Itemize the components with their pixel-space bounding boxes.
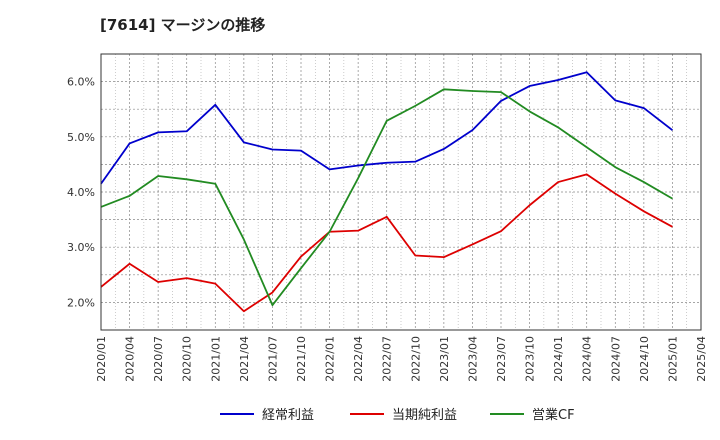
- x-tick-label: 2021/10: [295, 336, 308, 382]
- legend-label: 当期純利益: [392, 408, 457, 423]
- x-tick-label: 2020/10: [181, 336, 194, 382]
- y-axis: 2.0% 3.0% 4.0% 5.0% 6.0%: [67, 76, 95, 310]
- x-tick-label: 2022/07: [381, 336, 394, 382]
- y-tick-label: 3.0%: [67, 241, 95, 254]
- series-lines: [100, 71, 673, 313]
- x-tick-label: 2024/01: [552, 336, 565, 382]
- x-tick-label: 2020/01: [95, 336, 108, 382]
- x-tick-label: 2021/04: [238, 336, 251, 382]
- series-line: [100, 173, 673, 313]
- series-line: [100, 88, 673, 307]
- legend-label: 営業CF: [532, 407, 575, 423]
- x-tick-label: 2023/10: [524, 336, 537, 382]
- x-tick-label: 2022/01: [324, 336, 337, 382]
- y-tick-label: 2.0%: [67, 296, 95, 309]
- plot-border: [100, 53, 702, 331]
- x-tick-label: 2025/01: [666, 336, 679, 382]
- x-tick-label: 2023/01: [438, 336, 451, 382]
- x-tick-label: 2022/10: [409, 336, 422, 382]
- x-tick-label: 2022/04: [352, 336, 365, 382]
- x-tick-label: 2023/07: [495, 336, 508, 382]
- y-tick-label: 5.0%: [67, 131, 95, 144]
- y-tick-label: 6.0%: [67, 76, 95, 89]
- series-line: [100, 71, 673, 185]
- x-tick-label: 2020/04: [124, 336, 137, 382]
- legend-label: 経常利益: [262, 408, 314, 423]
- x-tick-label: 2024/07: [609, 336, 622, 382]
- x-tick-label: 2020/07: [152, 336, 165, 382]
- y-tick-label: 4.0%: [67, 186, 95, 199]
- x-axis: 2020/01 2020/04 2020/07 2020/10 2021/01 2021/…: [95, 336, 708, 382]
- x-tick-label: 2023/04: [466, 336, 479, 382]
- x-tick-label: 2021/07: [266, 336, 279, 382]
- x-tick-label: 2021/01: [209, 336, 222, 382]
- legend: 経常利益 当期純利益 営業CF: [220, 407, 575, 423]
- x-tick-label: 2024/04: [581, 336, 594, 382]
- x-tick-label: 2024/10: [638, 336, 651, 382]
- x-tick-label: 2025/04: [695, 336, 708, 382]
- chart-title: [7614] マージンの推移: [100, 16, 266, 34]
